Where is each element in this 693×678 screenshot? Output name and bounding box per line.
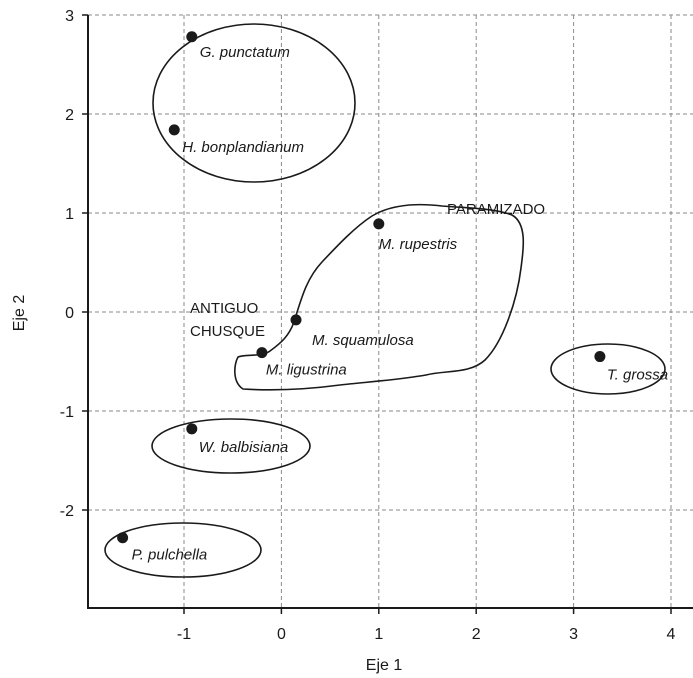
group-label-antiguo: ANTIGUO [190,300,258,317]
point-label-m-rupestris: M. rupestris [379,236,458,253]
point-label-m-ligustrina: M. ligustrina [266,362,347,379]
y-tick-label-1: 1 [65,206,74,223]
point-m-rupestris [373,218,385,230]
x-tick-label-0: 0 [277,626,286,643]
point-g-punctatum [186,31,198,43]
point-label-p-pulchella: P. pulchella [132,547,208,564]
tick-labels: -1 0 1 2 3 4 -2 -1 0 1 2 3 [60,8,676,643]
point-p-pulchella [117,532,129,544]
point-m-squamulosa [290,314,302,326]
x-tick-label-1: 1 [374,626,383,643]
point-h-bonplandianum [168,124,180,136]
y-tick-label--1: -1 [60,404,74,421]
point-label-m-squamulosa: M. squamulosa [312,332,414,349]
group-outlines [104,23,666,578]
grid-lines [88,14,693,608]
x-tick-label-2: 2 [472,626,481,643]
point-m-ligustrina [256,347,268,359]
point-label-w-balbisiana: W. balbisiana [199,439,288,456]
group-ellipse-upper [152,23,356,183]
group-ellipse-p-pulchella [104,522,262,578]
y-axis-title: Eje 2 [11,295,28,332]
point-label-t-grossa: T. grossa [607,367,668,384]
data-points [117,31,606,544]
y-tick-label-3: 3 [65,8,74,25]
x-tick-label-4: 4 [667,626,676,643]
x-tick-label--1: -1 [177,626,191,643]
group-ellipse-t-grossa [550,343,666,395]
point-labels: G. punctatum H. bonplandianum M. rupestris… [132,44,668,564]
x-axis-title: Eje 1 [366,657,403,674]
point-t-grossa [594,351,606,363]
point-w-balbisiana [186,423,198,435]
group-label-chusque: CHUSQUE [190,323,265,340]
point-label-g-punctatum: G. punctatum [200,44,290,61]
x-tick-label-3: 3 [569,626,578,643]
y-tick-label-2: 2 [65,107,74,124]
group-label-paramizado: PARAMIZADO [447,201,545,218]
group-ellipse-w-balbisiana [151,418,311,474]
point-label-h-bonplandianum: H. bonplandianum [182,139,304,156]
y-tick-label--2: -2 [60,503,74,520]
y-tick-label-0: 0 [65,305,74,322]
